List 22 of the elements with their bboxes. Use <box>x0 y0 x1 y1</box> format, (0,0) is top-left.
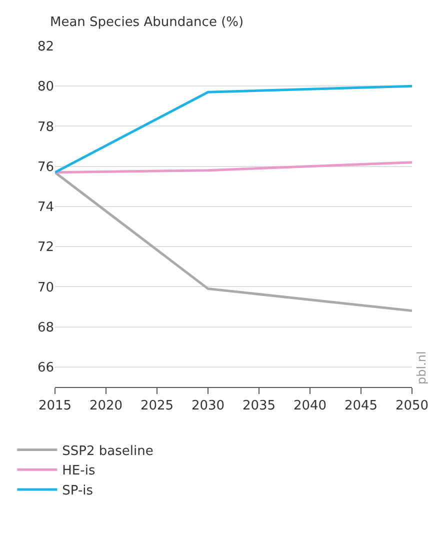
x-tick-label: 2050 <box>395 398 429 414</box>
x-tick-label: 2035 <box>242 398 276 414</box>
legend-label: HE-is <box>62 464 96 479</box>
y-tick-label: 68 <box>37 320 54 336</box>
x-tick-label: 2045 <box>344 398 378 414</box>
x-tick-label: 2015 <box>38 398 72 414</box>
y-tick-label: 82 <box>37 40 54 55</box>
y-tick-label: 80 <box>37 80 54 95</box>
y-tick-label: 74 <box>37 200 54 216</box>
x-tick-label: 2040 <box>293 398 327 414</box>
y-tick-label: 70 <box>37 280 54 296</box>
x-tick-label: 2025 <box>140 398 174 414</box>
y-tick-label: 76 <box>37 160 54 175</box>
y-tick-label: 66 <box>37 360 54 376</box>
legend-label: SP-is <box>62 484 94 499</box>
y-tick-label: 78 <box>37 120 54 135</box>
x-tick-label: 2020 <box>89 398 123 414</box>
x-tick-label: 2030 <box>191 398 225 414</box>
legend-label: SSP2 baseline <box>62 444 154 459</box>
text: pbl.nl <box>414 351 428 384</box>
y-axis-title: Mean Species Abundance (%) <box>50 15 244 30</box>
y-tick-label: 72 <box>37 240 54 256</box>
